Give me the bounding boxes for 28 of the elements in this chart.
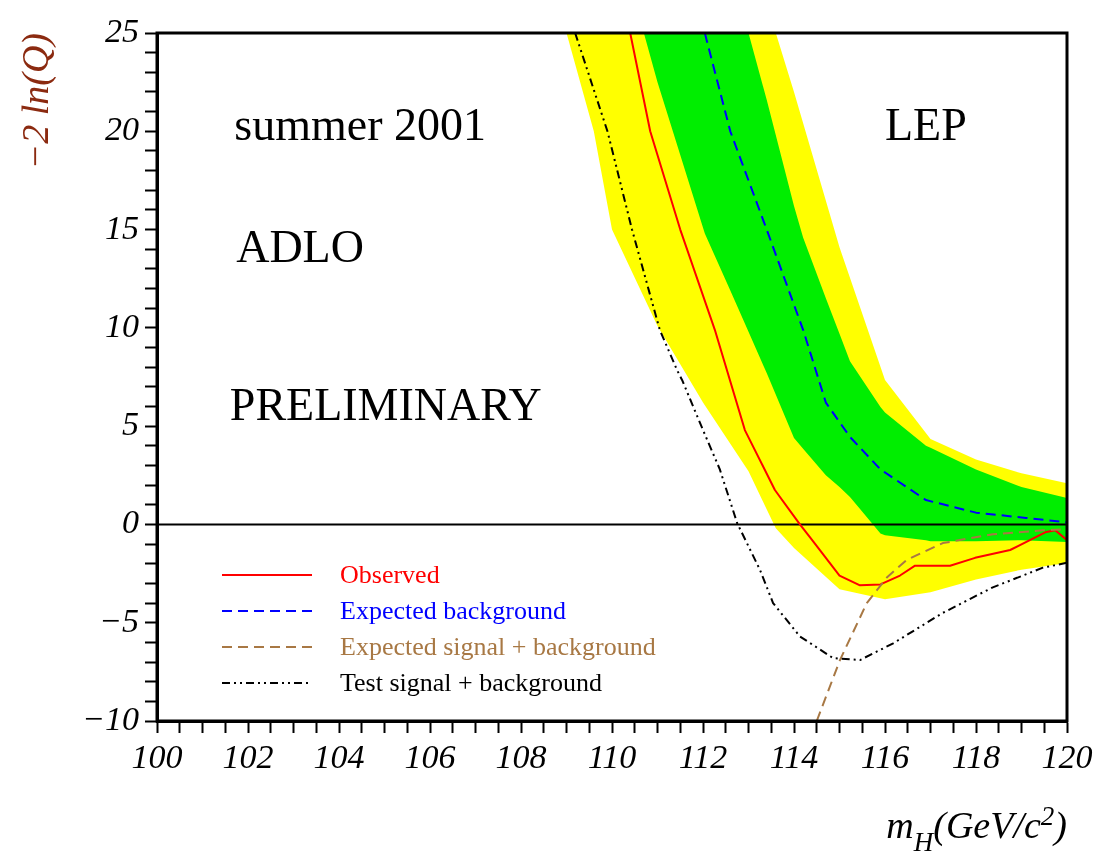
annotation: LEP	[885, 98, 967, 150]
x-tick-label: 106	[404, 738, 456, 776]
y-tick-label: −5	[99, 601, 139, 639]
x-tick-label: 118	[951, 738, 1001, 776]
x-tick-label: 116	[860, 738, 910, 776]
x-tick-label: 112	[678, 738, 728, 776]
y-tick-label: 20	[105, 110, 139, 148]
y-tick-label: −10	[82, 699, 139, 737]
y-tick-label: 10	[105, 306, 139, 344]
y-axis-title: −2 ln(Q)	[14, 33, 57, 170]
legend-label: Expected signal + background	[340, 632, 656, 661]
y-tick-label: 15	[105, 208, 139, 246]
legend-label: Observed	[340, 560, 440, 589]
annotation: summer 2001	[234, 98, 487, 150]
y-tick-label: 5	[122, 405, 139, 443]
x-tick-label: 104	[313, 738, 365, 776]
x-tick-label: 120	[1041, 738, 1093, 776]
legend-label: Test signal + background	[340, 668, 602, 697]
annotation: ADLO	[236, 221, 364, 273]
x-tick-label: 108	[495, 738, 547, 776]
x-tick-label: 100	[131, 738, 183, 776]
y-tick-label: 0	[122, 503, 139, 541]
legend-label: Expected background	[340, 596, 566, 625]
y-tick-label: 25	[105, 11, 139, 49]
x-tick-label: 102	[222, 738, 274, 776]
x-tick-label: 110	[587, 738, 637, 776]
x-tick-label: 114	[769, 738, 819, 776]
annotation: PRELIMINARY	[229, 379, 542, 431]
